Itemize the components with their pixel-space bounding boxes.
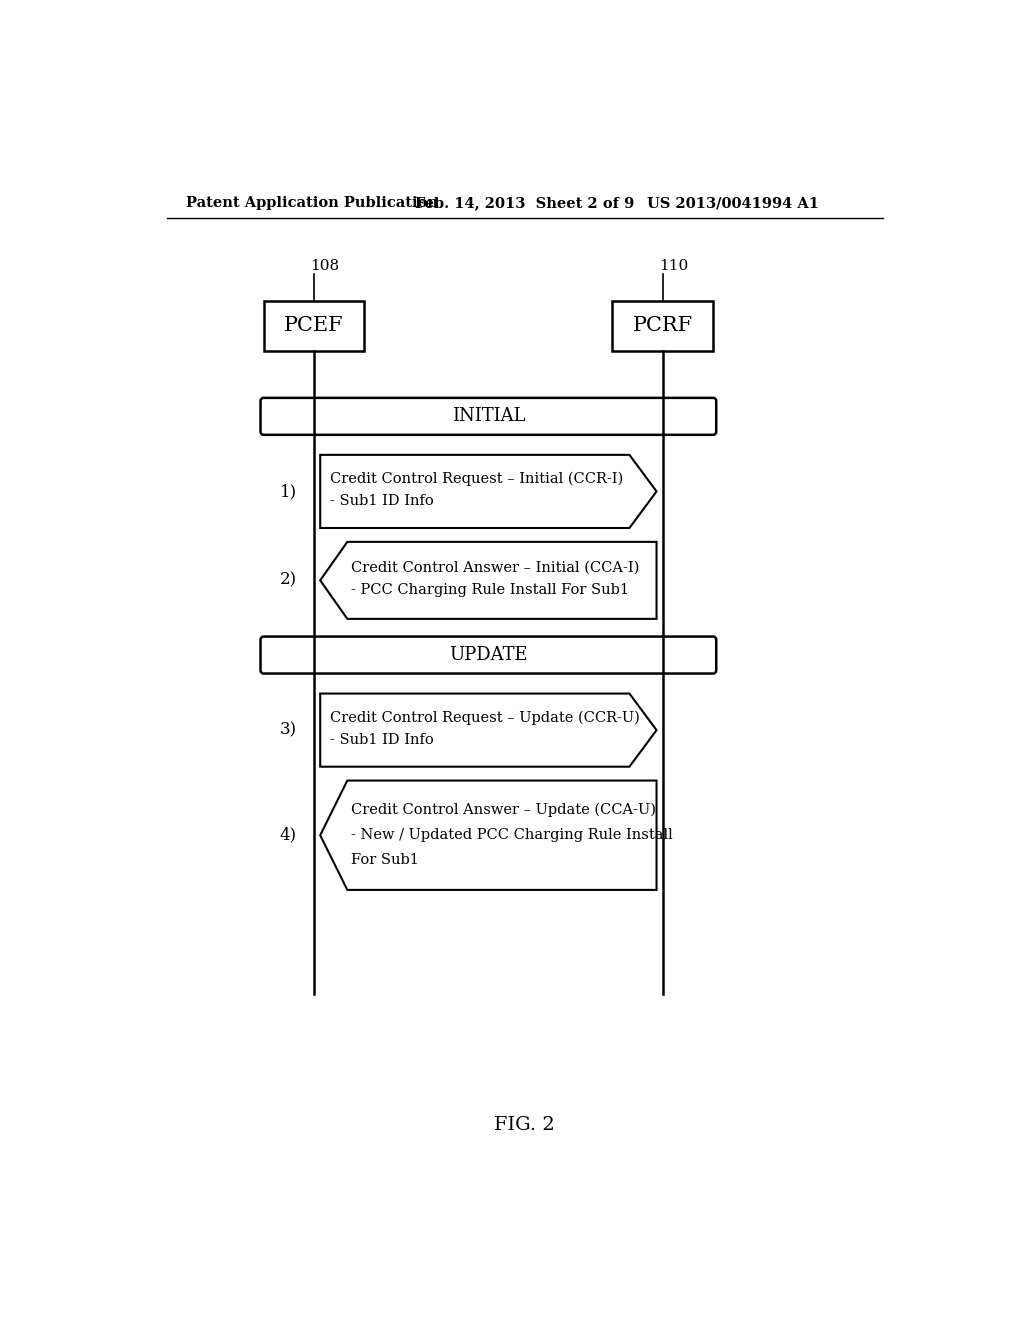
Bar bbox=[263, 301, 365, 351]
Text: UPDATE: UPDATE bbox=[450, 645, 527, 664]
Bar bbox=[612, 301, 713, 351]
Polygon shape bbox=[321, 543, 656, 619]
Polygon shape bbox=[321, 455, 656, 528]
Text: 108: 108 bbox=[310, 259, 339, 273]
Text: INITIAL: INITIAL bbox=[452, 408, 525, 425]
Text: US 2013/0041994 A1: US 2013/0041994 A1 bbox=[647, 197, 819, 210]
Text: 110: 110 bbox=[658, 259, 688, 273]
Text: 2): 2) bbox=[280, 572, 297, 589]
Text: - New / Updated PCC Charging Rule Install: - New / Updated PCC Charging Rule Instal… bbox=[351, 828, 673, 842]
Text: - Sub1 ID Info: - Sub1 ID Info bbox=[330, 733, 433, 747]
FancyBboxPatch shape bbox=[260, 397, 716, 434]
Text: Credit Control Answer – Update (CCA-U): Credit Control Answer – Update (CCA-U) bbox=[351, 803, 656, 817]
Text: Feb. 14, 2013  Sheet 2 of 9: Feb. 14, 2013 Sheet 2 of 9 bbox=[415, 197, 634, 210]
Text: FIG. 2: FIG. 2 bbox=[495, 1115, 555, 1134]
Text: Patent Application Publication: Patent Application Publication bbox=[186, 197, 438, 210]
Text: Credit Control Request – Update (CCR-U): Credit Control Request – Update (CCR-U) bbox=[330, 710, 639, 725]
Text: 4): 4) bbox=[280, 826, 297, 843]
Text: Credit Control Request – Initial (CCR-I): Credit Control Request – Initial (CCR-I) bbox=[330, 471, 623, 486]
Text: 1): 1) bbox=[280, 483, 297, 500]
Text: Credit Control Answer – Initial (CCA-I): Credit Control Answer – Initial (CCA-I) bbox=[351, 560, 640, 574]
Text: For Sub1: For Sub1 bbox=[351, 853, 419, 867]
Text: - PCC Charging Rule Install For Sub1: - PCC Charging Rule Install For Sub1 bbox=[351, 583, 629, 598]
Polygon shape bbox=[321, 693, 656, 767]
FancyBboxPatch shape bbox=[260, 636, 716, 673]
Text: - Sub1 ID Info: - Sub1 ID Info bbox=[330, 494, 433, 508]
Text: PCEF: PCEF bbox=[285, 317, 344, 335]
Polygon shape bbox=[321, 780, 656, 890]
Text: 3): 3) bbox=[280, 722, 297, 739]
Text: PCRF: PCRF bbox=[633, 317, 693, 335]
